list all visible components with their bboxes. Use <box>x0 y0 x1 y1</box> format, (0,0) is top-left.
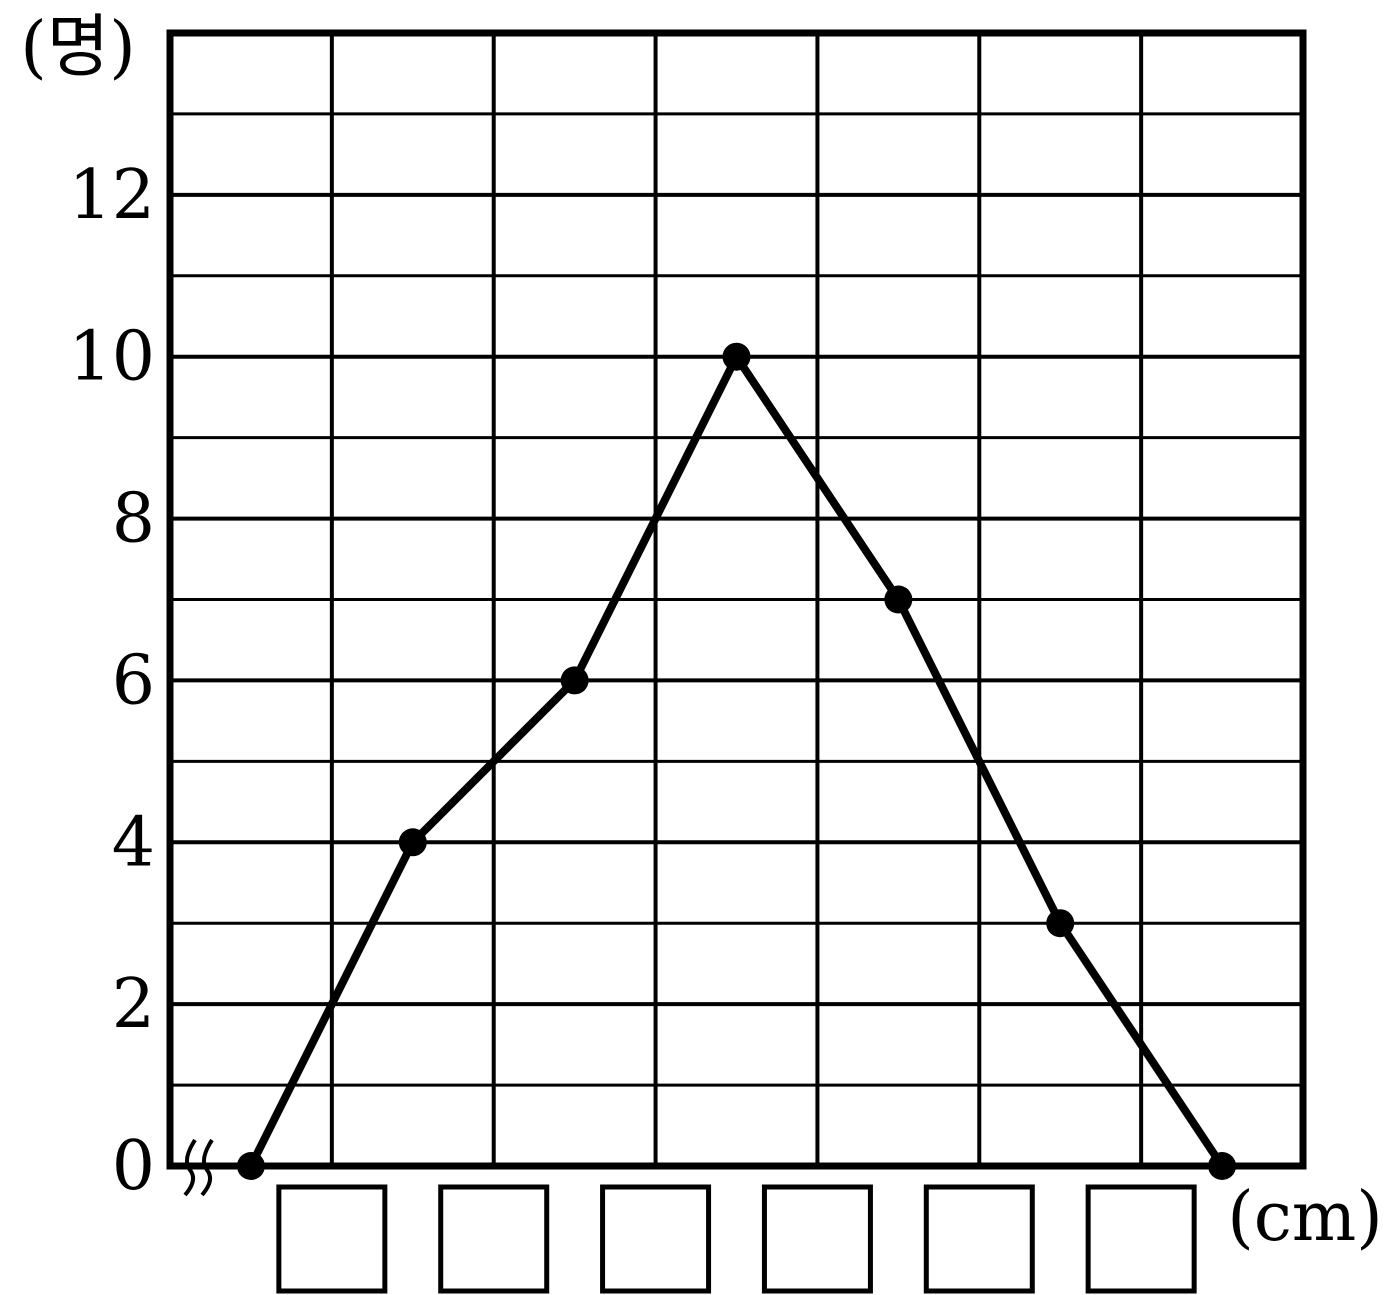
x-axis-unit-label: (cm) <box>1227 1178 1383 1257</box>
x-tick-answer-boxes <box>276 1184 1197 1294</box>
data-point <box>236 1152 265 1180</box>
x-tick-answer-box <box>600 1184 712 1294</box>
grid-minor-lines <box>170 112 1303 1087</box>
y-tick-label: 10 <box>68 318 155 397</box>
data-point <box>1046 909 1075 938</box>
x-tick-answer-box <box>438 1184 550 1294</box>
data-point <box>722 342 751 371</box>
y-tick-label: 0 <box>112 1127 155 1206</box>
y-axis-unit-label: (명) <box>20 8 136 87</box>
axis-break-mark <box>183 1138 214 1197</box>
data-point <box>398 828 427 857</box>
x-tick-answer-box <box>1085 1184 1197 1294</box>
data-point <box>1208 1152 1237 1180</box>
y-tick-label: 2 <box>112 965 155 1044</box>
y-tick-label: 6 <box>112 641 155 720</box>
grid-major-lines <box>170 33 1303 1166</box>
series-group <box>236 342 1237 1180</box>
plot-frame <box>166 29 1307 1170</box>
x-tick-answer-box <box>276 1184 388 1294</box>
x-tick-answer-box <box>923 1184 1035 1294</box>
axes <box>166 29 1307 1170</box>
y-tick-label: 8 <box>112 480 155 559</box>
data-point <box>560 666 589 695</box>
y-tick-label: 12 <box>68 156 155 235</box>
y-tick-labels: 0 2 4 6 8 10 12 <box>68 156 155 1206</box>
data-point <box>884 585 913 614</box>
y-tick-label: 4 <box>112 803 155 882</box>
x-tick-answer-box <box>761 1184 873 1294</box>
